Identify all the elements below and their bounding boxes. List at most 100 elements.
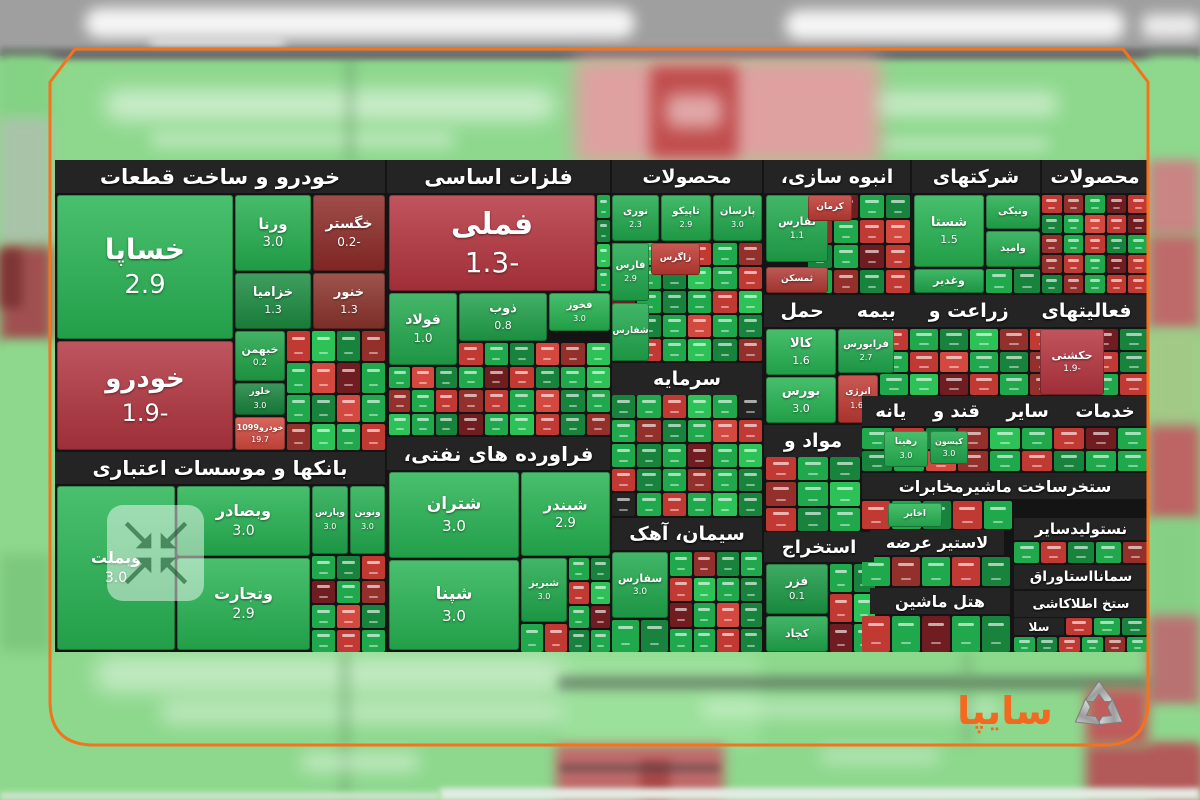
stock-tile[interactable]: ورنا 3.0	[235, 195, 311, 271]
stock-tile-small[interactable]	[738, 267, 762, 289]
stock-tile-small[interactable]	[312, 423, 335, 450]
stock-tile-small[interactable]	[1106, 235, 1127, 253]
stock-tile-small[interactable]	[1104, 637, 1126, 652]
stock-tile[interactable]: وپارس 3.0	[312, 486, 348, 554]
stock-tile-small[interactable]	[670, 577, 692, 601]
stock-tile-small[interactable]	[670, 628, 692, 652]
stock-tile-small[interactable]	[561, 366, 585, 388]
stock-tile-small[interactable]	[612, 620, 639, 652]
stock-tile-small[interactable]	[312, 629, 335, 652]
stock-tile-small[interactable]	[1128, 255, 1148, 273]
stock-tile-small[interactable]	[830, 594, 852, 622]
stock-tile-small[interactable]	[1063, 235, 1084, 253]
stock-tile-small[interactable]	[510, 390, 534, 412]
stock-tile[interactable]: فخوز 3.0	[549, 293, 610, 331]
stock-tile-small[interactable]	[590, 582, 610, 604]
stock-tile-small[interactable]	[688, 419, 712, 443]
stock-tile-small[interactable]	[1106, 275, 1127, 293]
stock-tile-small[interactable]	[688, 339, 712, 361]
stock-tile-small[interactable]	[535, 390, 559, 412]
stock-tile[interactable]: فزر 0.1	[766, 564, 828, 614]
stock-tile-small[interactable]	[798, 507, 828, 531]
stock-tile-small[interactable]	[662, 419, 686, 443]
stock-tile-small[interactable]	[1118, 428, 1148, 449]
stock-tile[interactable]: رهینا 3.0	[884, 431, 928, 467]
stock-tile[interactable]: فارس 2.9	[612, 243, 649, 301]
stock-tile-small[interactable]	[586, 343, 610, 365]
stock-tile[interactable]: نوری 2.3	[612, 195, 659, 241]
stock-tile-small[interactable]	[738, 339, 762, 361]
stock-tile-small[interactable]	[1063, 275, 1084, 293]
stock-tile-small[interactable]	[738, 395, 762, 418]
stock-tile-small[interactable]	[1086, 450, 1116, 471]
stock-tile-small[interactable]	[459, 343, 483, 365]
stock-tile-small[interactable]	[1059, 637, 1080, 652]
stock-tile-small[interactable]	[459, 413, 483, 435]
stock-tile-small[interactable]	[940, 374, 968, 395]
stock-tile-small[interactable]	[982, 616, 1010, 652]
stock-tile-small[interactable]	[435, 390, 457, 412]
stock-tile-small[interactable]	[586, 390, 610, 412]
stock-tile-small[interactable]	[892, 557, 920, 586]
stock-tile-small[interactable]	[830, 482, 860, 506]
stock-tile[interactable]: خساپا 2.9	[57, 195, 233, 339]
stock-tile-small[interactable]	[1036, 637, 1058, 652]
stock-tile-small[interactable]	[510, 366, 534, 388]
stock-tile-small[interactable]	[569, 558, 589, 580]
stock-tile-small[interactable]	[717, 552, 739, 576]
stock-tile-small[interactable]	[337, 363, 360, 393]
stock-tile-small[interactable]	[738, 419, 762, 443]
stock-tile-small[interactable]	[886, 270, 910, 293]
stock-tile-small[interactable]	[389, 413, 411, 435]
stock-tile-small[interactable]	[940, 351, 968, 373]
stock-tile-small[interactable]	[740, 577, 762, 601]
stock-tile-small[interactable]	[952, 616, 980, 652]
stock-tile-small[interactable]	[738, 243, 762, 265]
stock-tile-small[interactable]	[597, 219, 610, 242]
stock-tile-small[interactable]	[922, 616, 950, 652]
stock-tile-small[interactable]	[637, 444, 661, 467]
stock-tile-small[interactable]	[1106, 215, 1127, 233]
stock-tile[interactable]: شبریز 3.0	[521, 558, 567, 622]
stock-tile-small[interactable]	[1042, 255, 1062, 273]
stock-tile-small[interactable]	[312, 395, 335, 422]
stock-tile-small[interactable]	[435, 413, 457, 435]
stock-tile-small[interactable]	[362, 395, 385, 422]
stock-tile-small[interactable]	[362, 556, 385, 579]
stock-tile-small[interactable]	[484, 413, 508, 435]
stock-tile-small[interactable]	[892, 616, 920, 652]
stock-tile-small[interactable]	[412, 413, 434, 435]
stock-tile-small[interactable]	[590, 558, 610, 580]
stock-tile[interactable]: خگستر 0.2-	[313, 195, 385, 271]
stock-tile[interactable]: شفارس	[612, 303, 649, 361]
stock-tile-small[interactable]	[1106, 195, 1127, 213]
stock-tile-small[interactable]	[688, 468, 712, 492]
stock-tile-small[interactable]	[1120, 351, 1148, 373]
stock-tile-small[interactable]	[1042, 195, 1062, 213]
stock-tile-small[interactable]	[1128, 195, 1148, 213]
stock-tile-small[interactable]	[637, 468, 661, 492]
stock-tile-small[interactable]	[970, 351, 998, 373]
stock-tile-small[interactable]	[1042, 215, 1062, 233]
stock-tile-small[interactable]	[688, 493, 712, 516]
stock-tile-small[interactable]	[860, 245, 884, 268]
stock-tile-small[interactable]	[637, 395, 661, 418]
stock-tile[interactable]: خزامیا 1.3	[235, 273, 311, 329]
stock-tile-small[interactable]	[1042, 275, 1062, 293]
stock-tile-small[interactable]	[738, 291, 762, 313]
stock-tile[interactable]: کالا 1.6	[766, 329, 836, 375]
stock-tile-small[interactable]	[910, 351, 938, 373]
stock-tile-small[interactable]	[337, 395, 360, 422]
stock-tile-small[interactable]	[688, 315, 712, 337]
stock-tile-small[interactable]	[484, 343, 508, 365]
stock-tile-small[interactable]	[662, 339, 686, 361]
stock-tile-small[interactable]	[922, 557, 950, 586]
stock-tile-small[interactable]	[910, 329, 938, 350]
stock-tile[interactable]: خنور 1.3	[313, 273, 385, 329]
stock-tile-small[interactable]	[1085, 195, 1105, 213]
stock-tile[interactable]: شستا 1.5	[914, 195, 984, 267]
stock-tile-small[interactable]	[738, 493, 762, 516]
stock-tile-small[interactable]	[1022, 428, 1052, 449]
stock-tile-small[interactable]	[484, 366, 508, 388]
stock-tile[interactable]: زاگرس	[651, 243, 700, 275]
